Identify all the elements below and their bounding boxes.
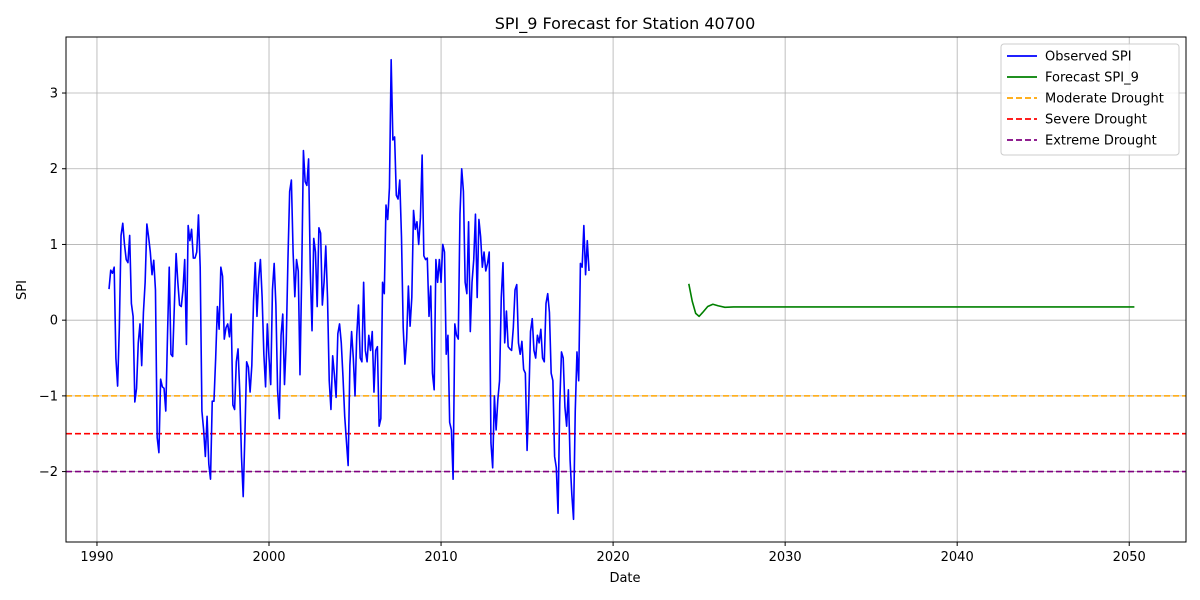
legend-label: Extreme Drought — [1045, 134, 1157, 149]
x-tick-label: 2010 — [425, 550, 458, 565]
chart-title: SPI_9 Forecast for Station 40700 — [495, 14, 756, 34]
plot-area: 1990 2000 2010 2020 2030 2040 2050 −2 −1 0 1 2 3 — [39, 36, 1187, 565]
x-tick-label: 2040 — [941, 550, 974, 565]
x-tick-label: 2000 — [252, 550, 285, 565]
y-tick-label: 1 — [50, 238, 58, 253]
y-tick-label: 0 — [50, 314, 58, 329]
series-line-forecast-spi-9 — [688, 283, 1135, 318]
legend-label: Forecast SPI_9 — [1045, 71, 1139, 86]
series-line-observed-spi — [108, 58, 590, 521]
plot-frame — [65, 36, 1187, 543]
y-tick-label: 2 — [50, 162, 58, 177]
legend-label: Severe Drought — [1045, 113, 1147, 128]
y-tick-label: −2 — [39, 465, 58, 480]
y-tick-label: −1 — [39, 389, 58, 404]
x-tick-label: 2050 — [1113, 550, 1146, 565]
legend-box — [1000, 43, 1180, 156]
x-tick-label: 2020 — [597, 550, 630, 565]
x-tick-label: 2030 — [769, 550, 802, 565]
y-axis-label: SPI — [15, 280, 30, 300]
legend-label: Moderate Drought — [1045, 92, 1164, 107]
y-tick-label: 3 — [50, 87, 58, 102]
x-tick-label: 1990 — [80, 550, 113, 565]
x-axis-label: Date — [609, 571, 640, 586]
legend: Observed SPI Forecast SPI_9 Moderate Droug… — [1000, 43, 1180, 156]
legend-label: Observed SPI — [1045, 50, 1132, 65]
